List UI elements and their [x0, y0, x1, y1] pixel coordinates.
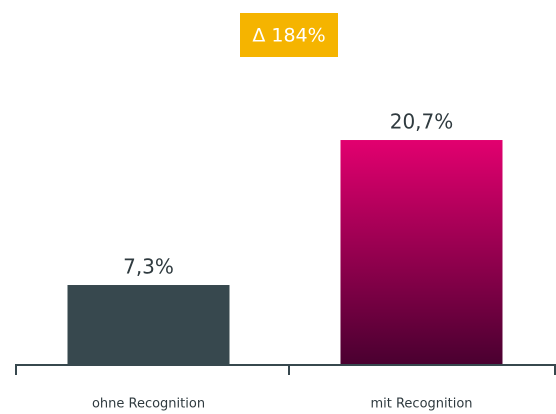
bar	[340, 140, 503, 364]
value-label: 7,3%	[123, 255, 174, 279]
annotation-box	[240, 13, 338, 57]
value-label: 20,7%	[390, 110, 454, 134]
x-tick-label: ohne Recognition	[92, 397, 205, 412]
annotation: Δ 184%	[252, 25, 325, 47]
x-tick-label: mit Recognition	[370, 397, 472, 412]
bar	[67, 285, 230, 364]
